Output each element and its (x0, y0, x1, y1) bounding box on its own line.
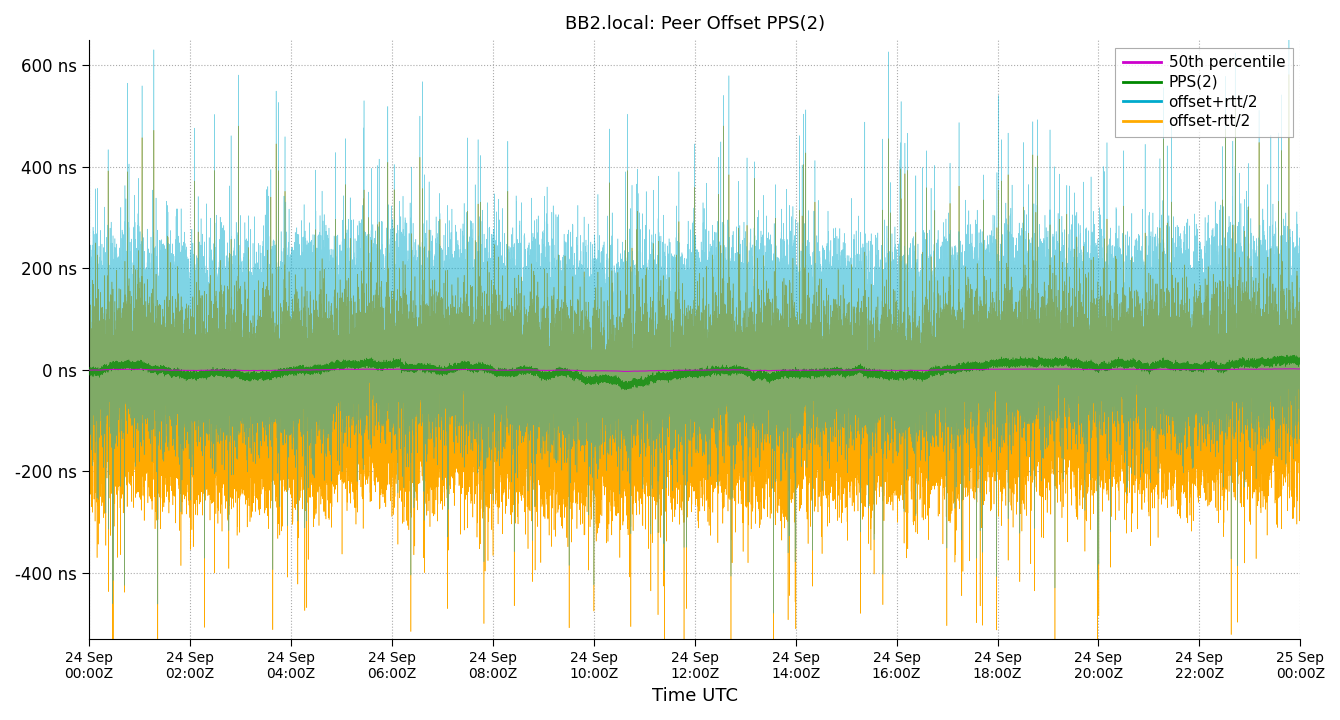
X-axis label: Time UTC: Time UTC (651, 687, 737, 705)
Legend: 50th percentile, PPS(2), offset+rtt/2, offset-rtt/2: 50th percentile, PPS(2), offset+rtt/2, o… (1115, 48, 1293, 137)
Title: BB2.local: Peer Offset PPS(2): BB2.local: Peer Offset PPS(2) (564, 15, 824, 33)
